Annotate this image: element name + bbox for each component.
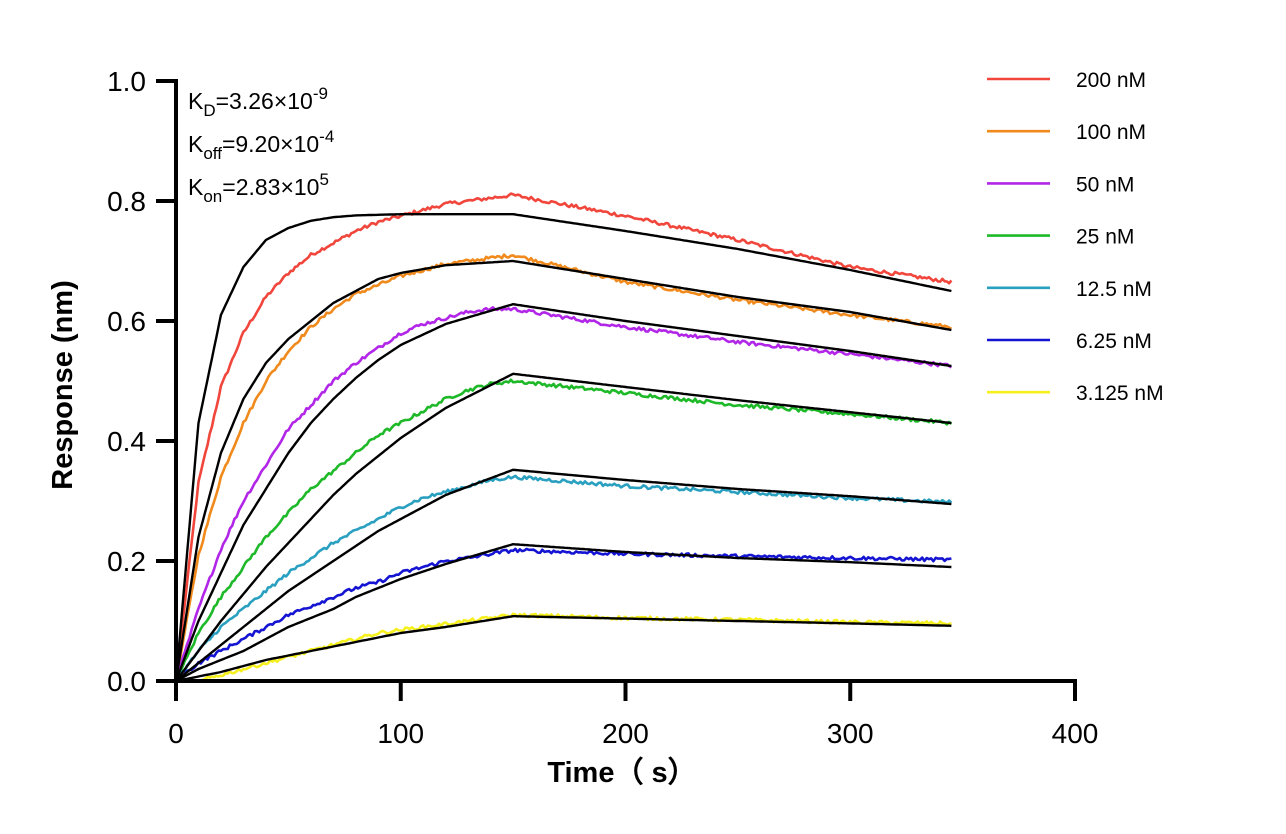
kinetics-annotations: KD=3.26×10-9 Koff=9.20×10-4 Kon=2.83×105 — [188, 84, 334, 206]
x-axis-title: Time（ s） — [547, 756, 696, 789]
series-line-4 — [174, 378, 953, 682]
fit-line-3 — [174, 303, 952, 682]
x-tick-label: 400 — [1052, 718, 1099, 749]
annotation-kd: KD=3.26×10-9 — [188, 84, 328, 120]
legend-label-7: 3.125 nM — [1076, 382, 1164, 405]
y-tick-label: 0.4 — [107, 426, 146, 457]
y-tick-label: 0.6 — [107, 306, 146, 337]
fit-line-5 — [175, 468, 952, 682]
fit-line-4 — [175, 372, 952, 682]
annotation-koff: Koff=9.20×10-4 — [188, 127, 334, 163]
series-line-3 — [174, 306, 953, 682]
fit-line-6 — [175, 543, 952, 683]
annotation-kon: Kon=2.83×105 — [188, 170, 329, 206]
series-line-5 — [174, 474, 953, 682]
x-tick-label: 100 — [377, 718, 424, 749]
y-tick-label: 0.2 — [107, 546, 146, 577]
legend-label-1: 200 nM — [1076, 69, 1146, 92]
x-tick-label: 0 — [168, 718, 184, 749]
legend-label-6: 6.25 nM — [1076, 330, 1152, 353]
series-line-6 — [175, 547, 952, 683]
series-line-1 — [174, 192, 953, 682]
axes: 0 100 200 300 400 0.0 0.2 0.4 0.6 0.8 1.0 — [107, 66, 1098, 749]
y-tick-label: 0.8 — [107, 186, 146, 217]
legend-label-4: 25 nM — [1076, 226, 1134, 249]
x-tick-label: 300 — [827, 718, 874, 749]
y-axis-title: Response (nm) — [47, 280, 79, 489]
legend-label-2: 100 nM — [1076, 121, 1146, 144]
y-tick-label: 1.0 — [107, 66, 146, 97]
y-tick-label: 0.0 — [107, 666, 146, 697]
fit-line-7 — [175, 615, 952, 683]
fit-line-2 — [174, 259, 952, 682]
legend: 200 nM 100 nM 50 nM 25 nM 12.5 nM 6.25 nM 3.12… — [987, 69, 1164, 405]
x-tick-label: 200 — [602, 718, 649, 749]
series-line-2 — [174, 253, 952, 682]
plot-area — [174, 192, 953, 683]
legend-label-5: 12.5 nM — [1076, 278, 1152, 301]
legend-label-3: 50 nM — [1076, 173, 1134, 196]
fit-line-1 — [174, 213, 952, 682]
